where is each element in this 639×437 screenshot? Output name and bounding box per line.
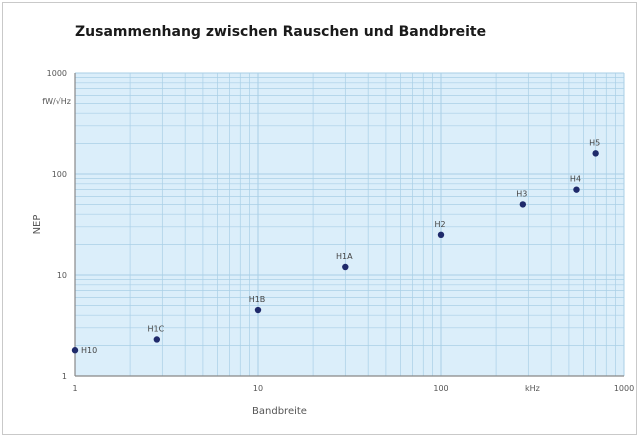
data-point-label: H1C [147,324,164,333]
data-point-label: H5 [589,138,600,147]
x-tick-label: 1 [72,384,77,393]
tick-labels: 1 10 100 kHz 1000 1 10 100 1000 [47,69,635,393]
plot-background [75,73,624,376]
axes [74,73,624,377]
y-tick-label: 1000 [47,69,67,78]
y-unit-label: fW/√Hz [42,97,71,106]
x-axis-label: Bandbreite [252,406,307,417]
data-points: H10 H1C H1B H1A H2 H3 H4 H5 [71,138,600,355]
data-point-h3 [519,201,527,208]
x-tick-label: 10 [253,384,263,393]
data-point-h1b [254,306,262,314]
y-tick-label: 10 [57,271,67,280]
y-tick-label: 1 [62,372,67,381]
data-point-label: H2 [434,220,445,229]
data-point-label: H1A [336,252,353,261]
data-point-label: H10 [81,346,97,355]
data-point-h5 [592,150,599,157]
x-tick-label: 1000 [614,384,634,393]
data-point-label: H4 [570,175,581,184]
x-tick-label: 100 [433,384,448,393]
data-point-label: H1B [249,295,266,304]
data-point-h1a [342,263,349,271]
data-point-label: H3 [516,189,527,198]
y-tick-label: 100 [52,170,67,179]
x-tick-label: kHz [525,384,540,393]
data-point-h10 [71,347,79,354]
data-point-h1c [153,336,161,343]
chart-title: Zusammenhang zwischen Rauschen und Bandb… [75,24,487,40]
y-axis-label: NEP [32,215,43,235]
data-point-h4 [573,186,580,193]
data-point-h2 [437,231,445,239]
grid-lines [74,72,625,377]
